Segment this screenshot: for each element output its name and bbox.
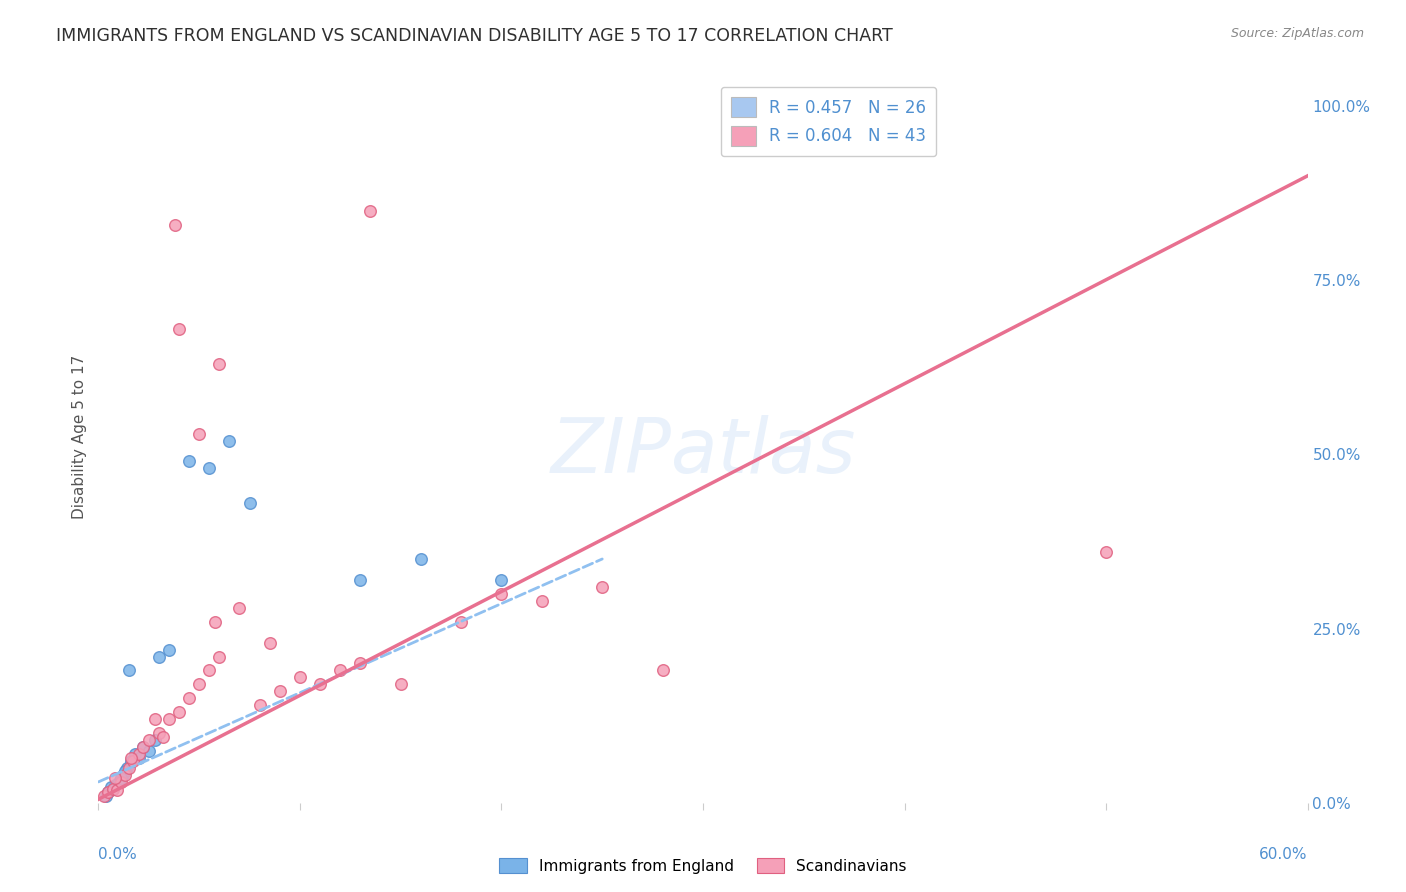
Point <box>198 664 221 678</box>
Point <box>100 780 122 795</box>
Point <box>179 454 201 468</box>
Point <box>101 781 124 796</box>
Point <box>389 677 412 691</box>
Point <box>360 203 382 218</box>
Point <box>132 740 155 755</box>
Point <box>97 785 120 799</box>
Point <box>101 781 124 796</box>
Point <box>188 426 211 441</box>
Point <box>148 649 170 664</box>
Text: 60.0%: 60.0% <box>1260 847 1308 862</box>
Point <box>309 677 332 691</box>
Point <box>128 747 150 761</box>
Point <box>228 600 250 615</box>
Point <box>132 740 155 755</box>
Point <box>157 642 180 657</box>
Point <box>288 670 311 684</box>
Point <box>152 730 174 744</box>
Point <box>118 761 141 775</box>
Point <box>409 552 432 566</box>
Point <box>143 733 166 747</box>
Point <box>103 772 125 786</box>
Text: Source: ZipAtlas.com: Source: ZipAtlas.com <box>1230 27 1364 40</box>
Point <box>218 434 240 448</box>
Text: 0.0%: 0.0% <box>98 847 138 862</box>
Point <box>198 461 221 475</box>
Point <box>111 768 134 782</box>
Point <box>651 664 673 678</box>
Point <box>249 698 271 713</box>
Point <box>269 684 291 698</box>
Point <box>120 750 142 764</box>
Point <box>157 712 180 726</box>
Point <box>349 657 371 671</box>
Point <box>1095 545 1118 559</box>
Point <box>450 615 472 629</box>
Point <box>128 750 150 764</box>
Legend: Immigrants from England, Scandinavians: Immigrants from England, Scandinavians <box>494 852 912 880</box>
Point <box>110 772 132 786</box>
Point <box>167 705 190 719</box>
Point <box>118 664 141 678</box>
Point <box>208 357 231 371</box>
Point <box>188 677 211 691</box>
Point <box>179 691 201 706</box>
Point <box>138 733 160 747</box>
Point <box>491 573 513 587</box>
Point <box>591 580 613 594</box>
Point <box>110 775 132 789</box>
Point <box>93 789 115 803</box>
Point <box>204 615 226 629</box>
Text: IMMIGRANTS FROM ENGLAND VS SCANDINAVIAN DISABILITY AGE 5 TO 17 CORRELATION CHART: IMMIGRANTS FROM ENGLAND VS SCANDINAVIAN … <box>56 27 893 45</box>
Legend: R = 0.457   N = 26, R = 0.604   N = 43: R = 0.457 N = 26, R = 0.604 N = 43 <box>721 87 936 156</box>
Point <box>115 761 138 775</box>
Point <box>530 594 553 608</box>
Point <box>167 322 190 336</box>
Point <box>121 754 143 768</box>
Point <box>124 747 146 761</box>
Point <box>329 664 352 678</box>
Point <box>114 768 136 782</box>
Y-axis label: Disability Age 5 to 17: Disability Age 5 to 17 <box>72 355 87 519</box>
Point <box>138 743 160 757</box>
Point <box>96 789 118 803</box>
Point <box>105 783 128 797</box>
Point <box>259 635 281 649</box>
Point <box>97 785 120 799</box>
Point <box>114 764 136 779</box>
Point <box>148 726 170 740</box>
Point <box>163 218 186 232</box>
Point <box>107 775 129 789</box>
Point <box>143 712 166 726</box>
Point <box>103 778 125 792</box>
Point <box>120 754 142 768</box>
Point <box>491 587 513 601</box>
Point <box>208 649 231 664</box>
Point <box>239 496 262 510</box>
Text: ZIPatlas: ZIPatlas <box>550 415 856 489</box>
Point <box>349 573 371 587</box>
